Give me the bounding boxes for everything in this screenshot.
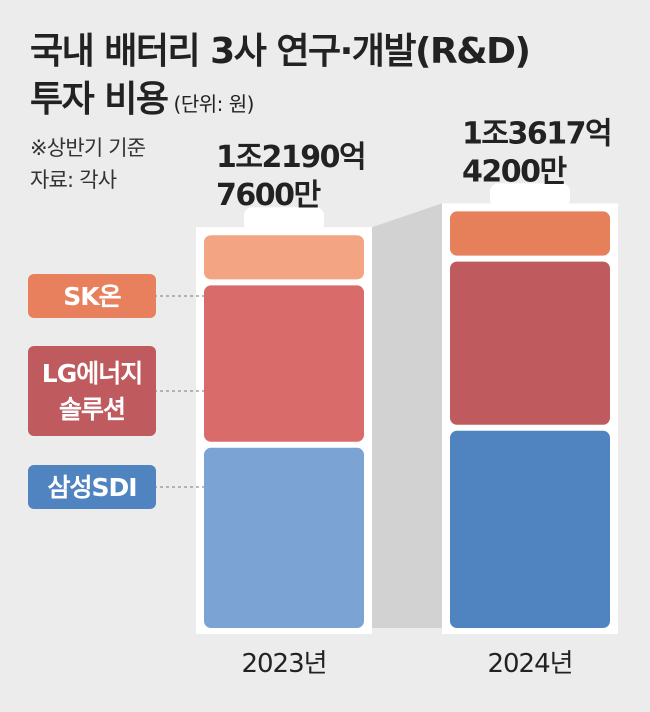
chart-title-line2-text: 투자 비용 [30, 79, 169, 120]
connector-band [372, 203, 442, 628]
unit-label: (단위: 원) [173, 92, 255, 116]
legend-sk-on-box [28, 274, 156, 318]
total-label-tab [244, 207, 324, 232]
total-label-line: 1조2190억 [216, 140, 365, 175]
bar-segment-lg-energy-solution-2024 [450, 261, 610, 425]
total-label-line: 7600만 [216, 178, 321, 213]
chart-title-line2: 투자 비용 (단위: 원) [30, 76, 529, 128]
bar-segment-samsung-sdi-2023 [204, 447, 364, 628]
legend-samsung-sdi-label: 삼성SDI [47, 473, 136, 502]
chart-title-line1: 국내 배터리 3사 연구·개발(R&D) [30, 31, 531, 72]
bar-segment-samsung-sdi-2024 [450, 430, 610, 628]
basis-note: ※상반기 기준 [30, 136, 146, 160]
x-tick-label: 2024년 [487, 649, 572, 679]
legend-samsung-sdi-box [28, 465, 156, 509]
total-label-line: 4200만 [462, 154, 567, 189]
legend-sk-on-label: SK온 [63, 282, 121, 311]
source-note: 자료: 각사 [30, 168, 117, 192]
bar-segment-sk-on-2023 [204, 235, 364, 280]
bar-segment-lg-energy-solution-2023 [204, 285, 364, 442]
bar-segment-sk-on-2024 [450, 211, 610, 256]
legend-lg-energy-solution-box [28, 346, 156, 436]
legend-lg-energy-solution-label: LG에너지 [42, 359, 142, 388]
x-tick-label: 2023년 [241, 649, 326, 679]
total-label-line: 1조3617억 [462, 116, 611, 151]
chart-title: 국내 배터리 3사 연구·개발(R&D) 투자 비용 (단위: 원) [30, 28, 531, 128]
legend-lg-energy-solution-label: 솔루션 [59, 395, 125, 424]
total-label-tab [490, 183, 570, 208]
